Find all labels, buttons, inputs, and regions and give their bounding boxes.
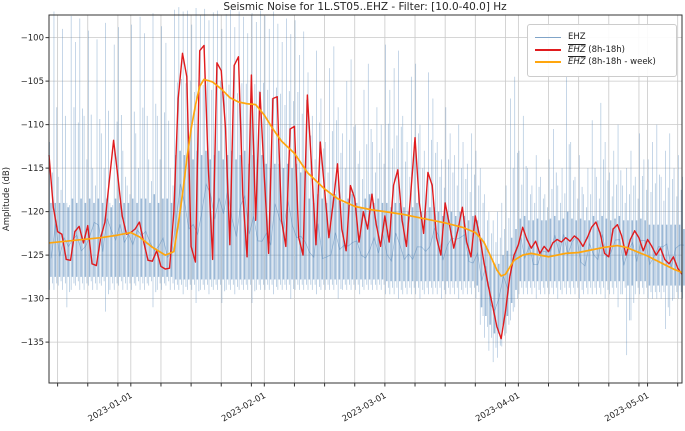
y-tick-label: −115 — [21, 164, 44, 174]
legend: EHZ EHZ (8h-18h) EHZ (8h-18h - week) — [527, 24, 677, 77]
y-axis-label: Amplitude (dB) — [2, 167, 12, 231]
ehz-daytime-line — [48, 44, 683, 340]
y-tick-label: −110 — [21, 121, 44, 131]
y-tick-label: −120 — [21, 208, 44, 218]
y-tick-label: −130 — [21, 295, 44, 305]
ehz-weekly-line — [48, 78, 683, 277]
x-tick-label: 2023-01-01 — [87, 391, 135, 424]
ehz-weekly-line-swatch — [535, 61, 561, 64]
x-tick-label: 2023-03-01 — [341, 391, 389, 424]
legend-label-ehz-weekly: EHZ (8h-18h - week) — [568, 57, 656, 67]
y-tick-label: −135 — [21, 338, 44, 348]
data-layer — [48, 7, 685, 363]
x-tick-label: 2023-05-01 — [603, 391, 651, 424]
legend-item-ehz: EHZ — [535, 33, 669, 42]
y-tick-label: −100 — [21, 34, 44, 44]
ehz-daytime-line-swatch — [535, 48, 561, 51]
x-tick-label: 2023-02-01 — [220, 391, 268, 424]
grid-layer — [49, 15, 682, 383]
y-tick-label: −105 — [21, 77, 44, 87]
y-tick-label: −125 — [21, 251, 44, 261]
legend-label-ehz: EHZ — [568, 32, 586, 42]
chart-title: Seismic Noise for 1L.ST05..EHZ - Filter:… — [223, 1, 507, 13]
x-tick-label: 2023-04-01 — [474, 391, 522, 424]
legend-item-ehz-daytime: EHZ (8h-18h) — [535, 44, 669, 55]
ehz-line-swatch — [535, 36, 561, 38]
legend-label-ehz-daytime: EHZ (8h-18h) — [568, 44, 625, 55]
axis-frame — [48, 14, 683, 384]
legend-item-ehz-weekly: EHZ (8h-18h - week) — [535, 58, 669, 67]
ehz-trace — [50, 182, 685, 311]
